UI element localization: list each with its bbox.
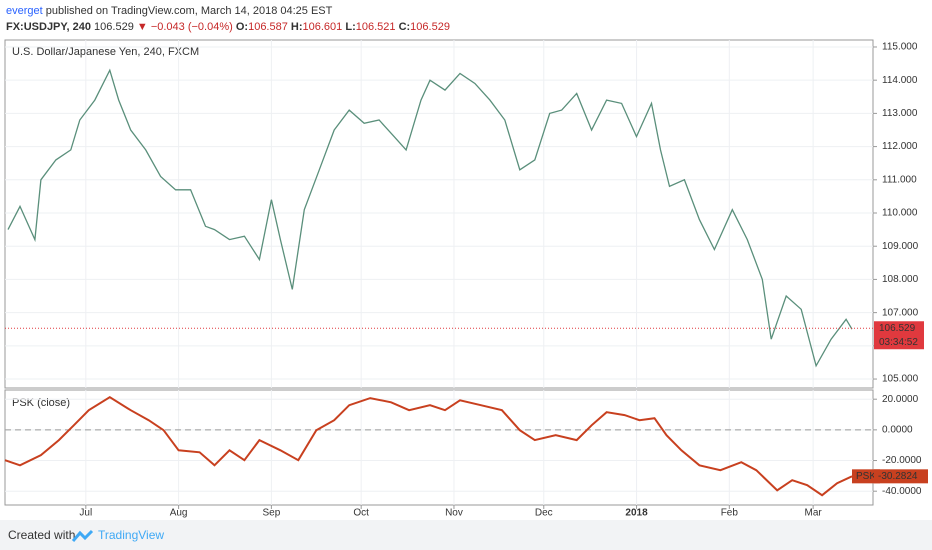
y-tick-label: 114.000 [882, 75, 918, 86]
x-tick-label: Oct [353, 508, 369, 519]
x-tick-label: Dec [535, 508, 553, 519]
published: published on TradingView.com, March 14, … [45, 5, 333, 17]
ohlc-label: O: [235, 21, 249, 33]
indicator-pane [4, 389, 874, 506]
header-line: FX:USDJPY, 240 106.529 ▼ −0.043 (−0.04%)… [6, 19, 450, 35]
y-tick-label: -40.0000 [882, 486, 922, 497]
brand[interactable]: TradingView [98, 528, 165, 542]
pane-title: U.S. Dollar/Japanese Yen, 240, FXCM [12, 46, 199, 58]
y-tick-label: 110.000 [882, 208, 918, 219]
series-line [7, 68, 853, 368]
y-tick-label: -20.0000 [882, 455, 922, 466]
symbol: FX:USDJPY, 240 [6, 21, 91, 33]
x-tick-label: Aug [170, 508, 188, 519]
chart: U.S. Dollar/Japanese Yen, 240, FXCM PSK … [4, 39, 928, 519]
y-tick-label: 111.000 [882, 174, 917, 185]
y-tick-label: 112.000 [882, 141, 918, 152]
x-tick-label: Feb [721, 508, 739, 519]
x-tick-label: Jul [79, 508, 92, 519]
ohlc-value: 106.521 [355, 21, 396, 33]
y-tick-label: 108.000 [882, 274, 919, 285]
value-badge [874, 469, 928, 484]
x-tick-label: Mar [805, 508, 823, 519]
price-pane [4, 39, 874, 389]
ohlc-label: C: [398, 21, 411, 33]
y-tick-label: 113.000 [882, 108, 918, 119]
series-line [4, 396, 853, 497]
change: −0.043 (−0.04%) [150, 21, 233, 33]
last: 106.529 [94, 21, 134, 33]
x-tick-label: Nov [445, 508, 463, 519]
y-tick-label: 105.000 [882, 374, 919, 385]
value-label: -30.2824 [878, 471, 918, 482]
pane-title: PSK (close) [12, 397, 70, 409]
y-tick-label: 107.000 [882, 307, 919, 318]
y-tick-label: 109.000 [882, 241, 919, 252]
ohlc-value: 106.587 [248, 21, 288, 33]
ohlc-value: 106.601 [302, 21, 343, 33]
x-tick-label: Sep [262, 508, 280, 519]
ohlc-value: 106.529 [410, 21, 450, 33]
series-name: PSK [856, 471, 876, 482]
y-tick-label: 115.000 [882, 42, 918, 53]
name-badge [852, 469, 880, 484]
header: everget published on TradingView.com, Ma… [6, 3, 450, 35]
logo [72, 529, 94, 542]
footer-text: Created with [8, 528, 76, 542]
x-tick-label: 2018 [625, 508, 648, 519]
countdown: 03:34:52 [879, 337, 918, 348]
ohlc-label: H: [290, 21, 303, 33]
footer: Created with TradingView [0, 520, 932, 550]
y-tick-label: 20.0000 [882, 394, 919, 405]
arrow: ▼ [136, 21, 148, 33]
price-label: 106.529 [879, 323, 916, 334]
y-tick-label: 0.0000 [882, 425, 913, 436]
price-badge [874, 321, 924, 350]
header-line: everget published on TradingView.com, Ma… [6, 3, 450, 19]
ohlc-label: L: [345, 21, 356, 33]
author[interactable]: everget [6, 5, 43, 17]
